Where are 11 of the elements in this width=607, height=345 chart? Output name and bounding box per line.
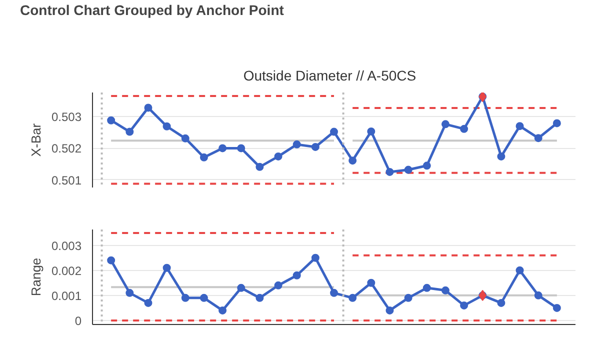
- y-tick-label: 0.503: [51, 110, 82, 124]
- y-tick-label: 0.001: [51, 288, 82, 303]
- chart-subtitle: Outside Diameter // A-50CS: [243, 68, 416, 84]
- chart-title: Control Chart Grouped by Anchor Point: [20, 1, 284, 20]
- y-tick-label: 0.502: [51, 142, 82, 156]
- y-tick-label: 0.003: [51, 238, 82, 253]
- y-tick-label: 0: [74, 314, 82, 328]
- y-tick-label: 0.501: [51, 173, 82, 188]
- y-axis-title: Range: [28, 258, 44, 296]
- y-tick-label: 0.002: [51, 264, 82, 278]
- y-axis-title: X-Bar: [28, 122, 44, 157]
